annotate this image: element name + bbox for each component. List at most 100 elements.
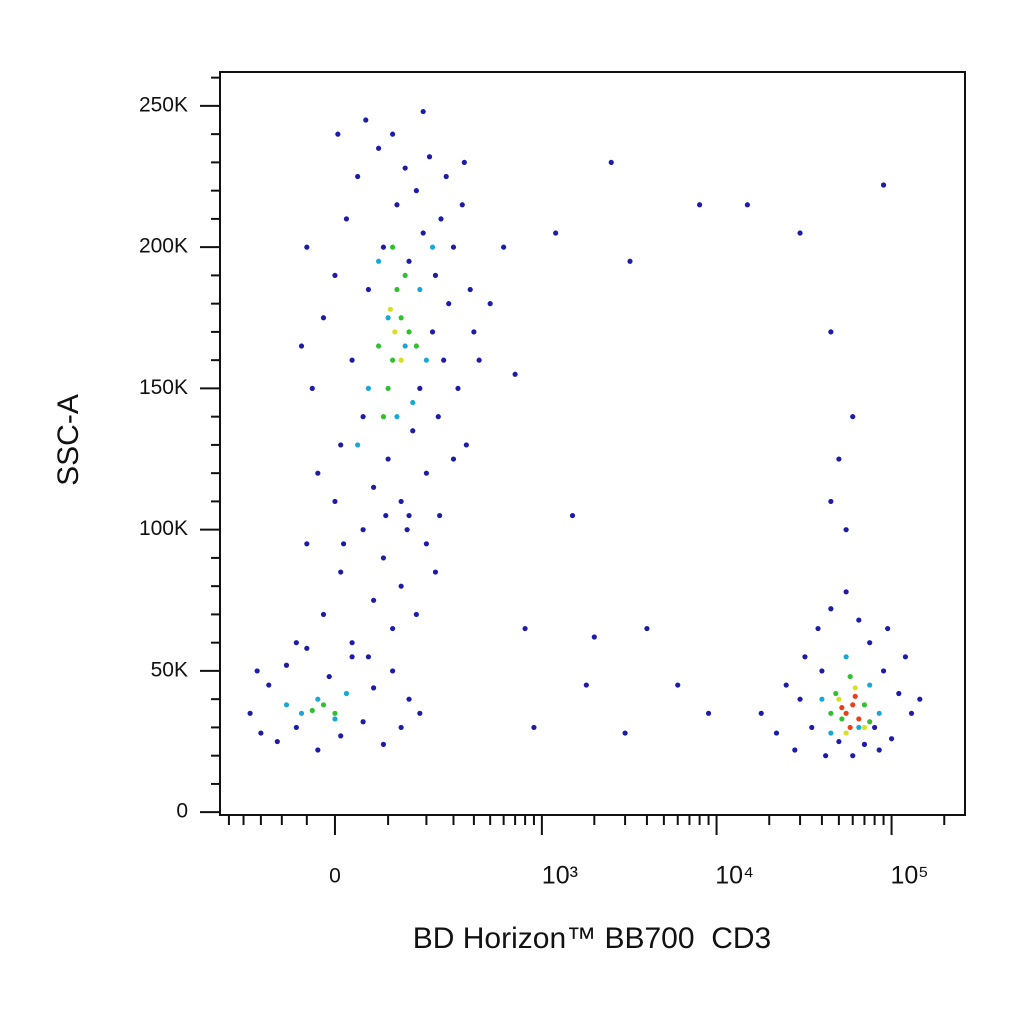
event-dot bbox=[383, 512, 389, 519]
event-dot bbox=[332, 710, 338, 716]
event-dot bbox=[390, 131, 396, 137]
event-dot bbox=[501, 244, 507, 250]
event-dot bbox=[365, 385, 372, 392]
event-dot bbox=[461, 159, 467, 166]
event-dot bbox=[413, 611, 419, 618]
event-dot bbox=[744, 202, 750, 208]
event-dot bbox=[450, 456, 457, 462]
event-dot bbox=[705, 710, 712, 716]
event-dot bbox=[417, 710, 423, 716]
event-dot bbox=[896, 690, 902, 697]
y-tick-label: 250K bbox=[139, 93, 188, 116]
event-dot bbox=[326, 673, 332, 680]
event-dot bbox=[394, 202, 400, 208]
event-dot bbox=[406, 512, 412, 519]
event-dot bbox=[432, 272, 439, 279]
event-dot bbox=[406, 696, 412, 702]
event-dot bbox=[531, 724, 537, 731]
x-tick-label: 10³ bbox=[542, 862, 578, 890]
event-dot bbox=[622, 730, 628, 736]
event-dot bbox=[828, 606, 834, 612]
event-dot bbox=[861, 702, 868, 708]
event-dot bbox=[375, 258, 382, 264]
event-dot bbox=[836, 696, 842, 702]
event-dot bbox=[394, 286, 400, 293]
event-dot bbox=[880, 182, 887, 188]
event-dot bbox=[332, 498, 338, 505]
event-dot bbox=[355, 442, 361, 448]
event-dot bbox=[390, 244, 396, 250]
event-dot bbox=[398, 315, 404, 321]
event-dot bbox=[380, 244, 387, 250]
y-tick-label: 0 bbox=[176, 800, 188, 823]
event-dot bbox=[392, 329, 398, 335]
event-dot bbox=[471, 329, 477, 335]
event-dot bbox=[360, 414, 366, 420]
event-dot bbox=[885, 625, 891, 632]
event-dot bbox=[304, 645, 310, 651]
event-dot bbox=[390, 625, 396, 632]
event-dot bbox=[773, 730, 780, 736]
event-dot bbox=[390, 357, 396, 363]
y-tick-label: 50K bbox=[151, 658, 188, 681]
event-dot bbox=[380, 741, 387, 747]
event-dot bbox=[809, 724, 815, 731]
event-dot bbox=[315, 470, 321, 476]
event-dot bbox=[856, 716, 862, 722]
event-dot bbox=[338, 442, 344, 448]
event-dot bbox=[553, 230, 559, 236]
event-dot bbox=[370, 685, 377, 691]
event-dot bbox=[423, 470, 430, 476]
event-dot bbox=[437, 512, 443, 519]
event-dot bbox=[340, 541, 347, 547]
event-dot bbox=[298, 710, 305, 716]
event-dot bbox=[828, 730, 834, 736]
event-dot bbox=[406, 258, 412, 264]
event-dot bbox=[423, 357, 430, 363]
event-dot bbox=[375, 343, 382, 349]
plot-frame bbox=[219, 71, 966, 816]
event-dot bbox=[443, 173, 449, 180]
event-dot bbox=[349, 654, 355, 660]
event-dot bbox=[850, 753, 856, 759]
event-dot bbox=[872, 724, 878, 731]
y-tick-label: 150K bbox=[139, 376, 188, 399]
event-dot bbox=[309, 385, 315, 392]
event-dot bbox=[410, 428, 416, 434]
event-dot bbox=[309, 707, 315, 714]
event-dot bbox=[338, 733, 344, 739]
event-dot bbox=[398, 583, 404, 589]
event-dot bbox=[856, 617, 862, 623]
event-dot bbox=[402, 343, 408, 349]
event-dot bbox=[429, 244, 436, 250]
event-dot bbox=[591, 634, 597, 640]
event-dot bbox=[802, 654, 808, 660]
event-dot bbox=[828, 710, 834, 716]
event-dot bbox=[876, 710, 882, 716]
event-dot bbox=[867, 719, 873, 725]
event-dot bbox=[304, 244, 310, 250]
event-dot bbox=[365, 654, 372, 660]
event-dot bbox=[487, 301, 493, 307]
event-dot bbox=[390, 668, 396, 674]
event-dot bbox=[423, 541, 430, 547]
event-dot bbox=[783, 682, 789, 688]
event-dot bbox=[839, 716, 845, 722]
event-dot bbox=[420, 108, 426, 115]
event-dot bbox=[852, 685, 858, 691]
event-dot bbox=[843, 589, 849, 595]
y-tick-label: 200K bbox=[139, 235, 188, 258]
event-dot bbox=[420, 230, 426, 236]
event-dot bbox=[370, 597, 377, 603]
event-dot bbox=[867, 640, 873, 646]
event-dot bbox=[797, 696, 803, 702]
event-dot bbox=[758, 710, 764, 716]
event-dot bbox=[375, 145, 382, 151]
event-dot bbox=[360, 719, 366, 725]
event-dot bbox=[459, 202, 465, 208]
event-dot bbox=[847, 724, 853, 731]
event-dot bbox=[365, 286, 372, 293]
event-dot bbox=[426, 154, 433, 160]
event-dot bbox=[258, 730, 264, 736]
event-dot bbox=[254, 668, 260, 674]
